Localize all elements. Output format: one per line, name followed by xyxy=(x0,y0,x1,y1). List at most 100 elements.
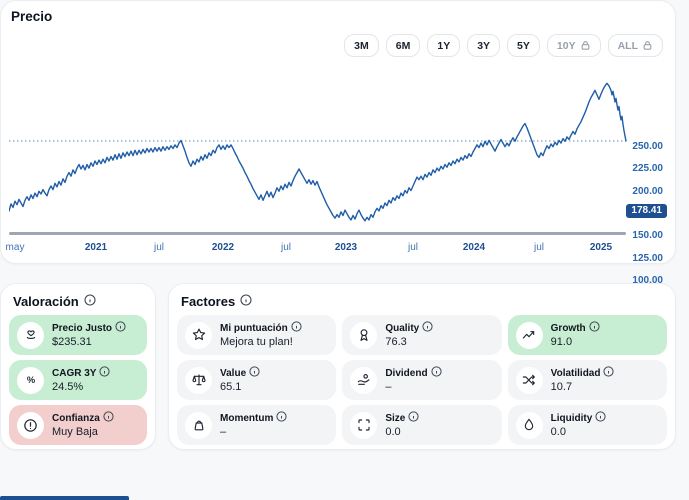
factor-value: – xyxy=(220,426,227,438)
factor-tile-quality[interactable]: Quality 76.3 xyxy=(342,315,502,355)
info-icon[interactable] xyxy=(422,321,433,336)
current-price-badge: 178.41 xyxy=(626,204,667,218)
metric-value: $235.31 xyxy=(52,336,92,348)
factor-value: 65.1 xyxy=(220,381,242,393)
metric-value: 24.5% xyxy=(52,381,84,393)
range-label: 6M xyxy=(395,39,411,52)
x-axis-tick: 2024 xyxy=(462,242,486,253)
frame-corners-icon xyxy=(350,411,378,439)
shuffle-icon xyxy=(515,366,543,394)
metric-label: Confianza xyxy=(52,413,100,424)
medal-icon xyxy=(350,321,378,349)
metric-tile-cagr-3y[interactable]: % CAGR 3Y 24.5% xyxy=(9,360,147,400)
x-axis-tick: 2025 xyxy=(589,242,613,253)
metric-value: Muy Baja xyxy=(52,426,98,438)
factor-value: 76.3 xyxy=(385,336,407,348)
x-axis-tick: 2023 xyxy=(334,242,358,253)
factor-value: – xyxy=(385,381,392,393)
hand-coin-icon xyxy=(350,366,378,394)
range-button-1y[interactable]: 1Y xyxy=(427,34,461,57)
range-button-3m[interactable]: 3M xyxy=(344,34,379,57)
range-label: 3Y xyxy=(477,39,491,52)
info-icon[interactable] xyxy=(240,294,252,309)
price-chart-plot[interactable]: 250.00 225.00 200.00 178.41 150.00 125.0… xyxy=(1,71,677,286)
chart-title: Precio xyxy=(11,9,53,24)
range-button-5y[interactable]: 5Y xyxy=(507,34,540,57)
x-axis-tick: jul xyxy=(280,242,291,253)
droplet-icon xyxy=(515,411,543,439)
factor-tile-value[interactable]: Value 65.1 xyxy=(177,360,337,400)
range-label: 3M xyxy=(354,39,369,52)
info-icon[interactable] xyxy=(115,321,126,336)
info-icon[interactable] xyxy=(603,366,615,381)
factor-value: 0.0 xyxy=(550,426,566,438)
factors-card-title: Factores xyxy=(181,294,236,309)
metric-tile-confianza[interactable]: Confianza Muy Baja xyxy=(9,405,147,445)
metric-label: CAGR 3Y xyxy=(52,368,97,379)
range-button-3y[interactable]: 3Y xyxy=(467,34,501,57)
factor-tile-mi-puntuacion[interactable]: Mi puntuación Mejora tu plan! xyxy=(177,315,337,355)
x-axis-tick: jul xyxy=(407,242,418,253)
percent-icon: % xyxy=(17,366,44,394)
info-icon[interactable] xyxy=(430,366,442,381)
factor-label: Liquidity xyxy=(550,413,593,424)
info-icon[interactable] xyxy=(103,411,114,426)
svg-text:%: % xyxy=(26,375,35,385)
factor-value: 91.0 xyxy=(550,336,573,348)
y-axis-tick: 150.00 xyxy=(632,230,663,241)
y-axis-tick: 100.00 xyxy=(632,275,663,286)
time-range-selector: 3M 6M 1Y 3Y 5Y 10Y ALL xyxy=(344,34,663,57)
range-label: 10Y xyxy=(556,39,576,52)
x-axis-tick: 2021 xyxy=(84,242,108,253)
info-icon[interactable] xyxy=(291,321,302,336)
factor-value: 10.7 xyxy=(550,381,573,393)
factor-tile-dividend[interactable]: Dividend – xyxy=(342,360,502,400)
metric-tile-precio-justo[interactable]: Precio Justo $235.31 xyxy=(9,315,147,355)
range-button-10y[interactable]: 10Y xyxy=(546,34,601,57)
factor-tile-growth[interactable]: Growth 91.0 xyxy=(507,315,667,355)
info-icon[interactable] xyxy=(408,411,419,426)
factor-label: Volatilidad xyxy=(550,368,601,379)
lock-icon xyxy=(643,41,652,50)
price-line-chart[interactable] xyxy=(9,71,629,233)
factor-label: Size xyxy=(385,413,406,424)
y-axis-tick: 225.00 xyxy=(632,163,663,174)
alert-circle-icon xyxy=(17,411,44,439)
info-icon[interactable] xyxy=(99,366,111,381)
x-axis-tick: 2022 xyxy=(211,242,235,253)
factor-label: Value xyxy=(220,368,247,379)
price-chart-card: Precio 3M 6M 1Y 3Y 5Y 10Y ALL 250.00 225… xyxy=(0,0,677,286)
factor-tile-momentum[interactable]: Momentum – xyxy=(177,405,337,445)
scales-icon xyxy=(185,366,212,394)
info-icon[interactable] xyxy=(589,321,600,336)
factors-card: Factores Mi puntuación Mejora tu plan! Q… xyxy=(168,283,676,450)
lock-icon xyxy=(581,41,589,50)
factor-label: Mi puntuación xyxy=(220,323,288,334)
range-button-all[interactable]: ALL xyxy=(607,34,663,57)
valuation-card-title: Valoración xyxy=(13,294,79,309)
valuation-card: Valoración Precio Justo $235.31 % CAGR 3… xyxy=(0,283,156,450)
info-icon[interactable] xyxy=(84,294,96,309)
factor-value: 0.0 xyxy=(385,426,401,438)
range-label: 1Y xyxy=(437,39,451,52)
y-axis-tick: 250.00 xyxy=(632,141,663,152)
x-axis-tick: jul xyxy=(153,242,164,253)
factor-label: Momentum xyxy=(220,413,274,424)
x-axis-tick: may xyxy=(5,242,25,253)
chart-scrollbar[interactable] xyxy=(9,232,626,235)
range-button-6m[interactable]: 6M xyxy=(385,34,421,57)
range-label: ALL xyxy=(617,39,638,52)
metric-label: Precio Justo xyxy=(52,323,113,334)
factor-tile-volatilidad[interactable]: Volatilidad 10.7 xyxy=(507,360,667,400)
factor-value: Mejora tu plan! xyxy=(220,336,293,348)
weight-icon xyxy=(185,411,212,439)
factor-tile-liquidity[interactable]: Liquidity 0.0 xyxy=(507,405,667,445)
factor-tile-size[interactable]: Size 0.0 xyxy=(342,405,502,445)
info-icon[interactable] xyxy=(276,411,287,426)
info-icon[interactable] xyxy=(595,411,606,426)
x-axis-tick: jul xyxy=(533,242,544,253)
star-icon xyxy=(185,321,212,349)
factor-label: Quality xyxy=(385,323,420,334)
info-icon[interactable] xyxy=(249,366,260,381)
y-axis-tick: 125.00 xyxy=(632,253,663,264)
